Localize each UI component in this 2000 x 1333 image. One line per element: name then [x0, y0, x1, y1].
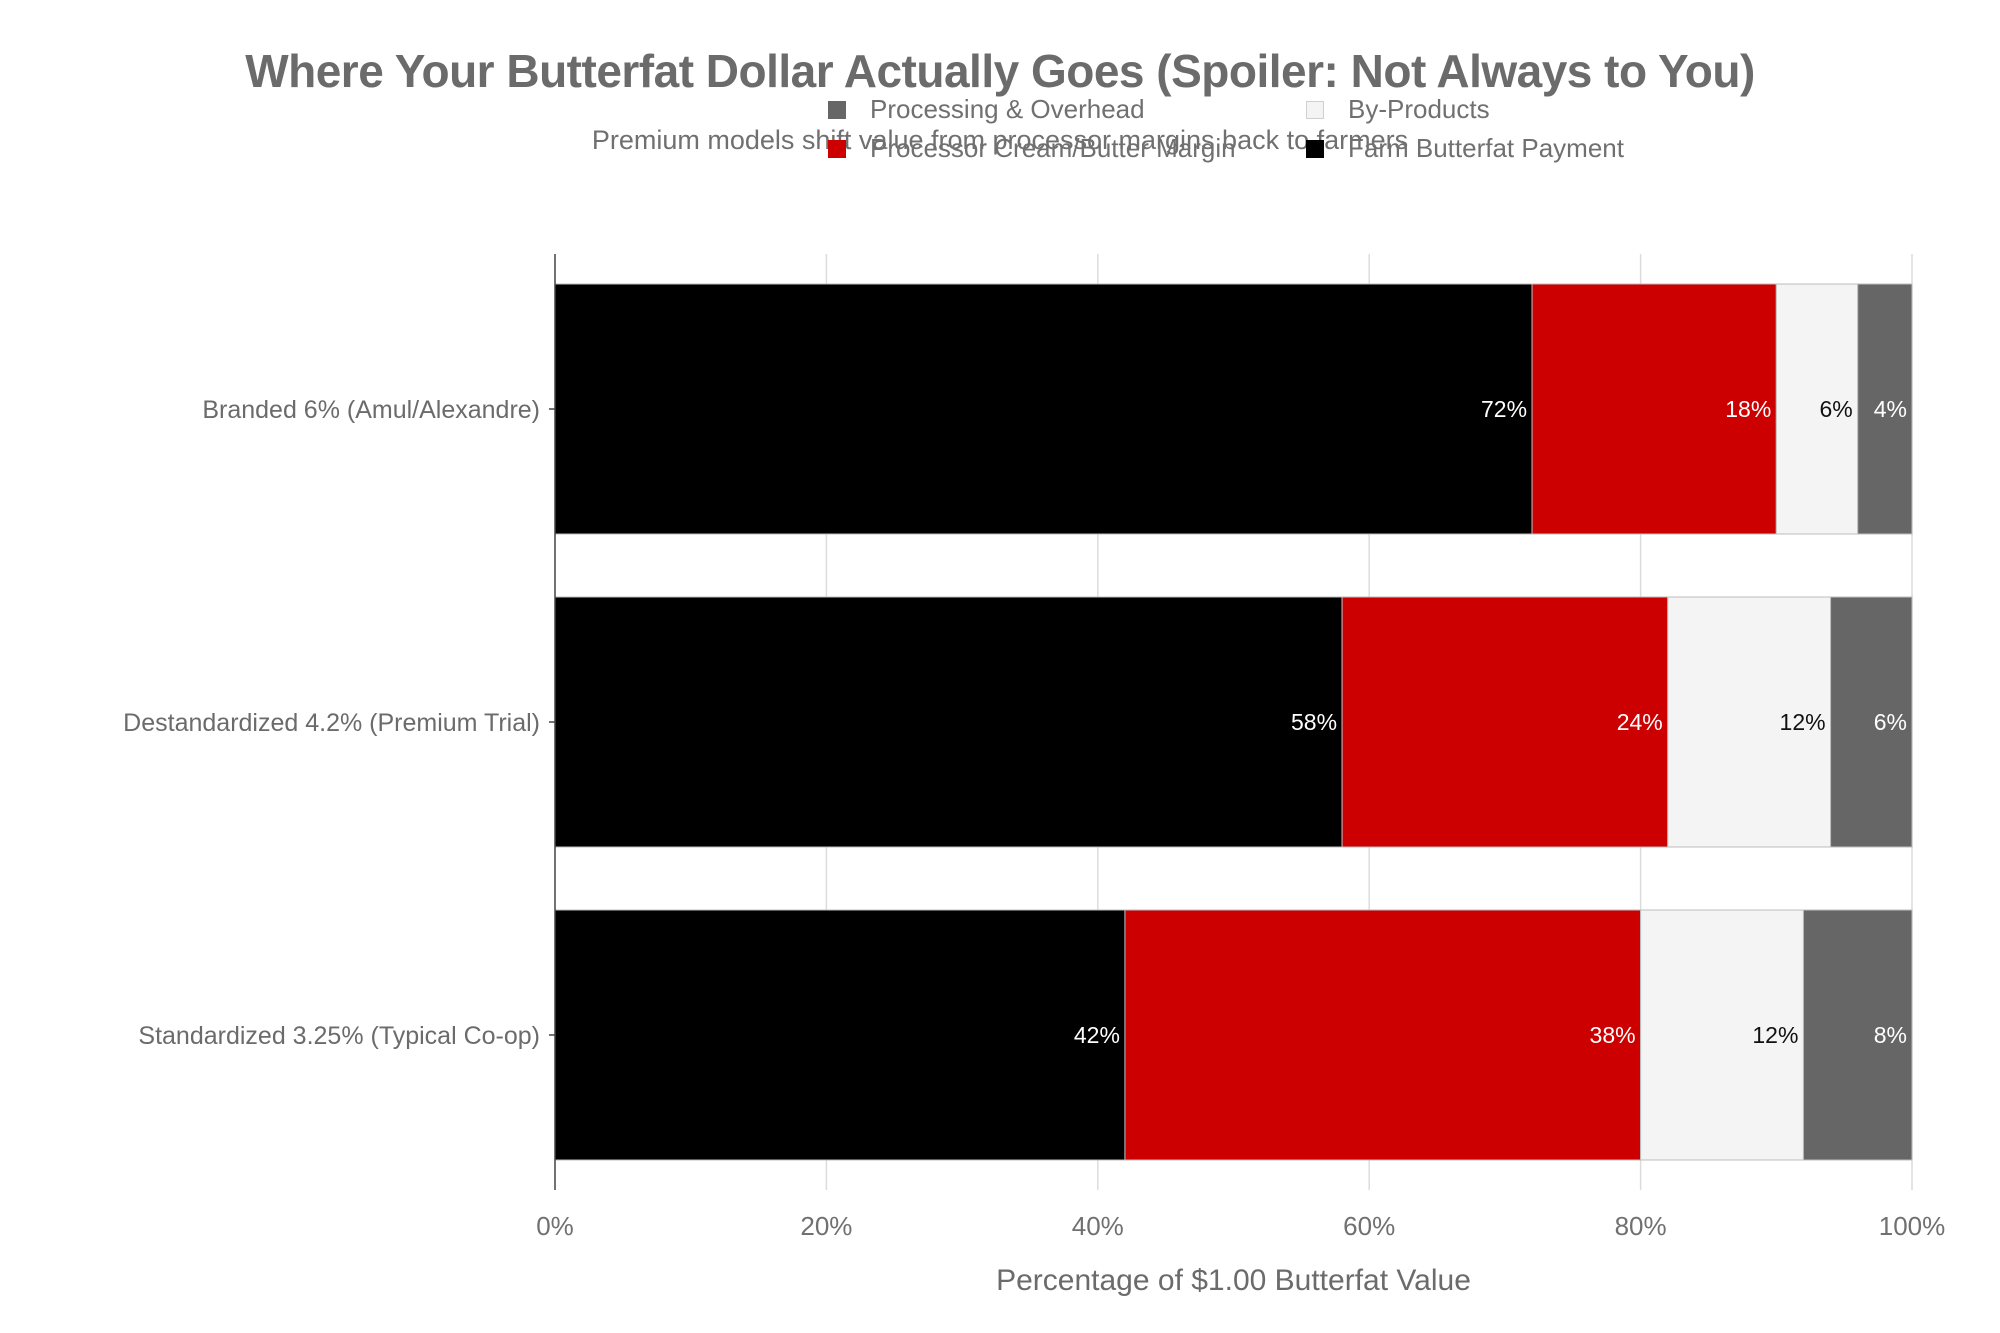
legend-label: Processing & Overhead: [870, 94, 1145, 124]
data-label: 6%: [1874, 709, 1907, 735]
legend-swatch: [1306, 100, 1324, 119]
chart-title: Where Your Butterfat Dollar Actually Goe…: [245, 45, 1755, 97]
bar-segment: [1857, 283, 1913, 535]
bar-segment: [1667, 596, 1832, 848]
y-tick-label: Branded 6% (Amul/Alexandre): [202, 396, 540, 424]
x-tick-label: 60%: [1343, 1211, 1395, 1241]
data-label: 4%: [1874, 396, 1907, 422]
data-label: 12%: [1752, 1022, 1798, 1048]
bar-segment: [1640, 909, 1804, 1161]
legend-label: Processor Cream/Butter Margin: [870, 133, 1236, 163]
legend-swatch: [828, 100, 846, 119]
bar-segment: [1531, 283, 1777, 535]
data-label: 72%: [1481, 396, 1527, 422]
x-tick-label: 100%: [1879, 1211, 1946, 1241]
x-axis-title: Percentage of $1.00 Butterfat Value: [996, 1264, 1471, 1297]
legend-item-processing-overhead[interactable]: Processing & Overhead: [828, 94, 1145, 125]
data-label: 6%: [1819, 396, 1852, 422]
data-label: 18%: [1725, 396, 1771, 422]
bar-segment: [554, 596, 1343, 848]
data-label: 58%: [1291, 709, 1337, 735]
legend-label: Farm Butterfat Payment: [1348, 133, 1624, 163]
bar-segment: [1802, 909, 1913, 1161]
x-tick-label: 20%: [800, 1211, 852, 1241]
legend-item-by-products[interactable]: By-Products: [1306, 94, 1490, 125]
legend-label: By-Products: [1348, 94, 1490, 124]
bar-segment: [1775, 283, 1859, 535]
legend-item-farm-payment[interactable]: Farm Butterfat Payment: [1306, 133, 1624, 164]
data-label: 12%: [1780, 709, 1826, 735]
data-label: 8%: [1874, 1022, 1907, 1048]
legend: Processing & Overhead By-Products Proces…: [828, 94, 1668, 174]
bar-segment: [1124, 909, 1642, 1161]
data-label: 42%: [1074, 1022, 1120, 1048]
chart-subtitle: Premium models shift value from processo…: [591, 125, 1409, 155]
legend-swatch: [828, 139, 846, 158]
legend-item-processor-margin[interactable]: Processor Cream/Butter Margin: [828, 133, 1236, 164]
legend-swatch: [1306, 139, 1324, 158]
data-label: 38%: [1590, 1022, 1636, 1048]
x-tick-label: 80%: [1615, 1211, 1667, 1241]
bar-segment: [554, 909, 1126, 1161]
bar-segment: [1341, 596, 1669, 848]
x-tick-label: 40%: [1072, 1211, 1124, 1241]
bar-segment: [1830, 596, 1913, 848]
y-tick-label: Standardized 3.25% (Typical Co-op): [138, 1022, 540, 1050]
y-tick-label: Destandardized 4.2% (Premium Trial): [123, 709, 540, 737]
x-tick-label: 0%: [536, 1211, 574, 1241]
bar-segment: [554, 283, 1533, 535]
data-label: 24%: [1617, 709, 1663, 735]
